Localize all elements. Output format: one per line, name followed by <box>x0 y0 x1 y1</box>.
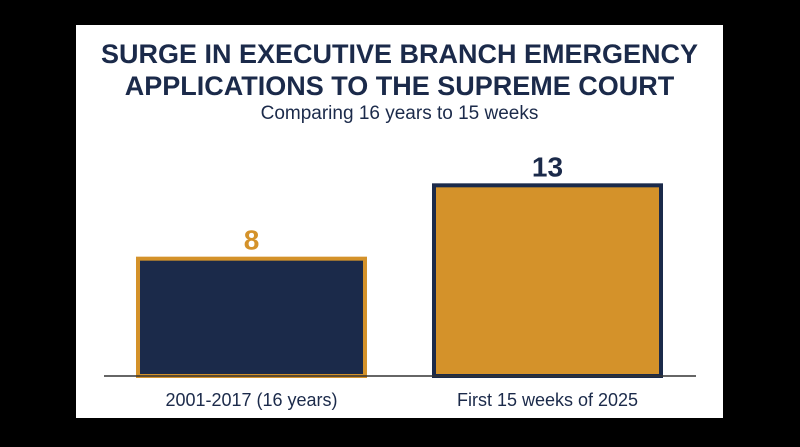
x-tick-label-0: 2001-2017 (16 years) <box>165 390 337 410</box>
chart-title: SURGE IN EXECUTIVE BRANCH EMERGENCY APPL… <box>76 38 723 102</box>
bar-value-label-0: 8 <box>244 225 260 256</box>
bar-value-label-1: 13 <box>532 151 563 182</box>
x-tick-label-1: First 15 weeks of 2025 <box>457 390 638 410</box>
labels-group: 8 2001-2017 (16 years) 13 First 15 weeks of… <box>165 151 638 410</box>
chart-subtitle: Comparing 16 years to 15 weeks <box>260 103 539 124</box>
bars-group <box>136 183 663 379</box>
bar-chart: 8 2001-2017 (16 years) 13 First 15 weeks of… <box>104 151 696 410</box>
chart-title-line-1: SURGE IN EXECUTIVE BRANCH EMERGENCY <box>100 39 699 69</box>
bar-1 <box>432 183 663 378</box>
chart-title-line-2: APPLICATIONS TO THE SUPREME COURT <box>124 71 675 101</box>
chart-slide: SURGE IN EXECUTIVE BRANCH EMERGENCY APPL… <box>76 25 723 418</box>
bar-0 <box>136 256 367 379</box>
